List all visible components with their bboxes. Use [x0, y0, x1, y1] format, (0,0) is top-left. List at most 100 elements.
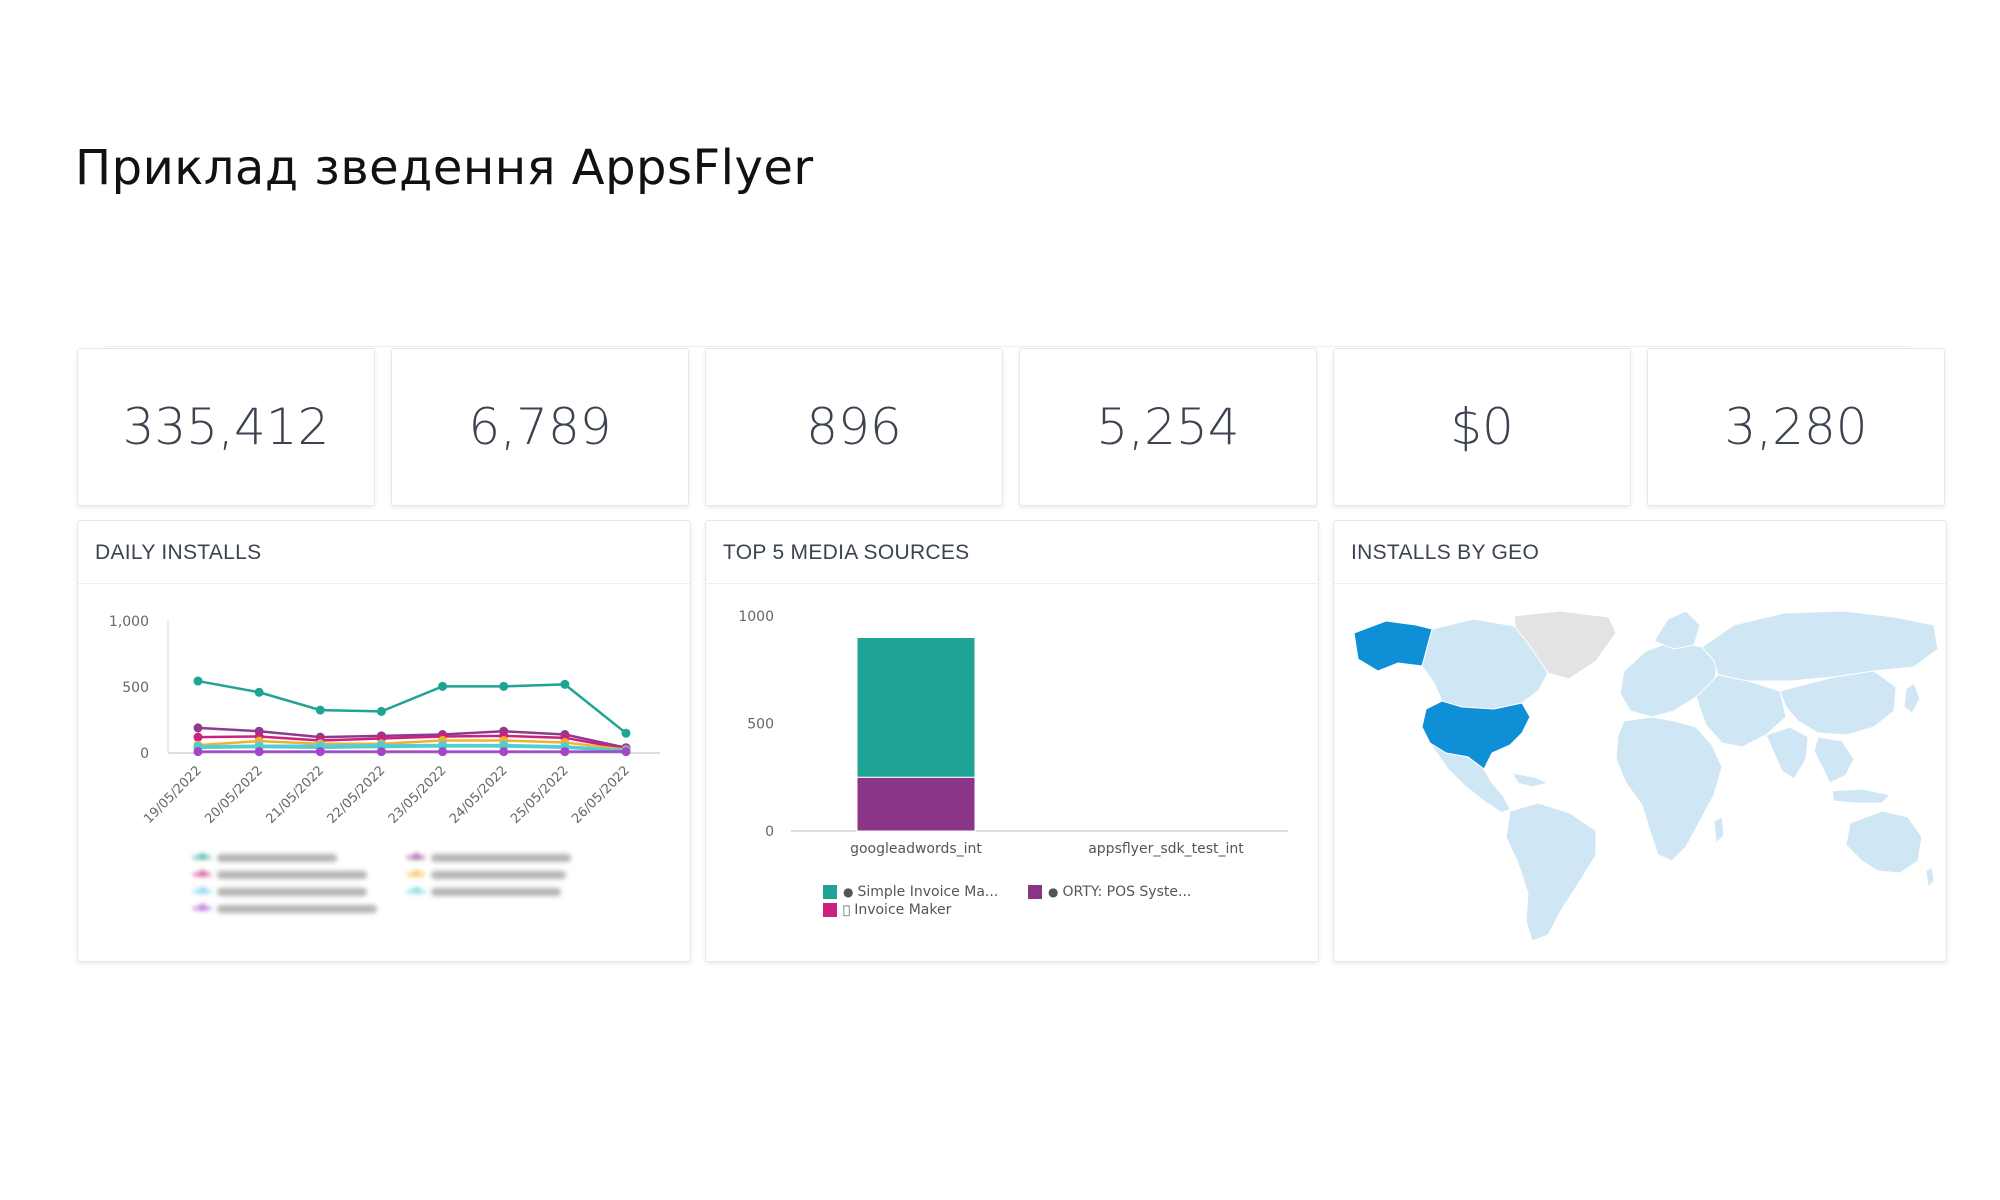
map-region-russia [1701, 610, 1939, 682]
map-region-middle-east [1695, 674, 1787, 748]
data-point[interactable] [315, 705, 325, 715]
legend-label-placeholder [217, 904, 377, 913]
stat-value: 6,789 [468, 398, 612, 456]
legend-label-placeholder [431, 887, 561, 896]
x-tick-label: 25/05/2022 [508, 763, 572, 827]
stat-value: 5,254 [1096, 398, 1240, 456]
series-line [197, 739, 627, 751]
bar-segment[interactable] [856, 776, 976, 832]
legend-item[interactable] [407, 883, 571, 900]
legend-label-placeholder [431, 853, 571, 862]
daily-installs-chart: 1,000500019/05/202220/05/202221/05/20222… [109, 614, 660, 827]
legend-label: Simple Invoice Ma... [857, 884, 999, 900]
data-point[interactable] [499, 681, 509, 691]
x-tick-label: 19/05/2022 [141, 763, 205, 827]
y-tick-label: 0 [765, 824, 774, 840]
stat-card-4[interactable]: 5,254 [1019, 348, 1317, 506]
data-point[interactable] [315, 747, 325, 757]
series-line [197, 743, 627, 752]
map-region-caribbean [1511, 772, 1550, 788]
widget-divider [706, 583, 1318, 584]
x-tick-label: 23/05/2022 [386, 763, 450, 827]
stat-card-5[interactable]: $0 [1333, 348, 1631, 506]
widget-divider [1334, 583, 1946, 584]
legend-label: Invoice Maker [847, 902, 951, 918]
stat-card-2[interactable]: 6,789 [391, 348, 689, 506]
data-point[interactable] [254, 687, 264, 697]
x-tick-label: 26/05/2022 [569, 763, 633, 827]
legend-swatch [193, 904, 211, 911]
legend-label-placeholder [431, 870, 566, 879]
legend-swatch [193, 853, 211, 860]
map-region-south-asia [1765, 726, 1809, 780]
legend-swatch [193, 887, 211, 894]
data-point[interactable] [560, 679, 570, 689]
y-tick-label: 500 [122, 680, 149, 696]
stat-value: 335,412 [122, 398, 330, 456]
legend-item[interactable] [193, 900, 377, 917]
map-region-japan [1903, 682, 1921, 714]
media-sources-widget: TOP 5 MEDIA SOURCES 1000 500 0 googleadword… [705, 520, 1319, 962]
data-point[interactable] [438, 681, 448, 691]
legend-swatch [407, 887, 425, 894]
legend-swatch [193, 870, 211, 877]
data-point[interactable] [560, 747, 570, 757]
map-region-east-asia [1779, 670, 1897, 736]
widget-title: INSTALLS BY GEO [1351, 541, 1540, 564]
stat-value: 3,280 [1724, 398, 1868, 456]
series-line [197, 726, 627, 749]
x-tick-label: 20/05/2022 [202, 763, 266, 827]
map-region-alaska [1353, 620, 1433, 672]
legend-item[interactable] [407, 866, 571, 883]
data-point[interactable] [193, 747, 203, 757]
series-line [197, 679, 627, 735]
data-point[interactable] [376, 747, 386, 757]
data-point[interactable] [376, 706, 386, 716]
daily-installs-legend [193, 849, 571, 917]
android-icon: ● [1048, 885, 1059, 899]
widget-divider [78, 583, 690, 584]
map-region-scandinavia [1653, 610, 1701, 650]
bar-segment[interactable] [856, 637, 976, 778]
widget-title: TOP 5 MEDIA SOURCES [723, 541, 970, 564]
data-point[interactable] [621, 747, 631, 757]
series-line [197, 745, 627, 753]
map-region-africa [1615, 716, 1723, 862]
data-point[interactable] [621, 728, 631, 738]
stat-value: $0 [1450, 398, 1514, 456]
legend-item[interactable]: ● ORTY: POS Syste... [1028, 883, 1191, 901]
map-region-se-asia [1813, 736, 1855, 784]
widget-title: DAILY INSTALLS [95, 541, 262, 564]
legend-item[interactable] [407, 849, 571, 866]
data-point[interactable] [193, 732, 203, 742]
map-region-south-america [1505, 802, 1597, 942]
stat-card-1[interactable]: 335,412 [77, 348, 375, 506]
legend-swatch [407, 870, 425, 877]
installs-by-geo-widget: INSTALLS BY GEO [1333, 520, 1947, 962]
data-point[interactable] [254, 747, 264, 757]
media-sources-legend: ● Simple Invoice Ma... ● ORTY: POS Syste… [823, 883, 1191, 919]
stat-card-3[interactable]: 896 [705, 348, 1003, 506]
data-point[interactable] [438, 747, 448, 757]
legend-item[interactable] [193, 883, 377, 900]
y-tick-label: 1000 [738, 609, 774, 625]
category-label: appsflyer_sdk_test_int [1088, 841, 1244, 857]
apple-icon:  [843, 903, 850, 917]
legend-item[interactable] [193, 866, 377, 883]
data-point[interactable] [193, 723, 203, 733]
legend-item[interactable] [193, 849, 377, 866]
data-point[interactable] [193, 676, 203, 686]
stat-card-6[interactable]: 3,280 [1647, 348, 1945, 506]
legend-item[interactable]: ● Simple Invoice Ma... [823, 883, 1028, 901]
data-point[interactable] [499, 747, 509, 757]
map-region-mexico [1429, 742, 1511, 814]
legend-item[interactable]:  Invoice Maker [823, 901, 1191, 919]
y-tick-label: 0 [140, 746, 149, 762]
legend-label-placeholder [217, 870, 367, 879]
map-region-usa [1421, 700, 1531, 770]
android-icon: ● [843, 885, 854, 899]
world-map[interactable] [1334, 521, 1946, 961]
map-region-indonesia [1831, 788, 1892, 804]
map-region-new-zealand [1925, 866, 1935, 889]
daily-installs-widget: DAILY INSTALLS 1,000 500 0 19/05/2022 20/05/… [77, 520, 691, 962]
